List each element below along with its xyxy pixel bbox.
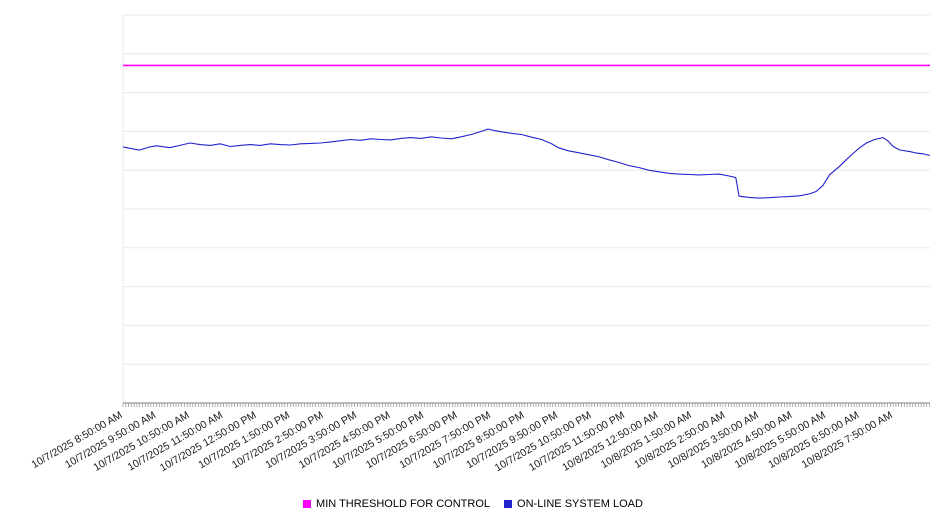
load-line bbox=[122, 128, 931, 199]
legend-item-system-load: ON-LINE SYSTEM LOAD bbox=[504, 498, 643, 510]
legend-swatch-system-load bbox=[504, 500, 513, 508]
legend-label-min-threshold: MIN THRESHOLD FOR CONTROL bbox=[316, 498, 491, 510]
legend-label-system-load: ON-LINE SYSTEM LOAD bbox=[517, 498, 643, 510]
legend-item-min-threshold: MIN THRESHOLD FOR CONTROL bbox=[303, 498, 490, 510]
chart-legend: MIN THRESHOLD FOR CONTROL ON-LINE SYSTEM… bbox=[0, 498, 946, 510]
legend-swatch-min-threshold bbox=[303, 500, 312, 508]
